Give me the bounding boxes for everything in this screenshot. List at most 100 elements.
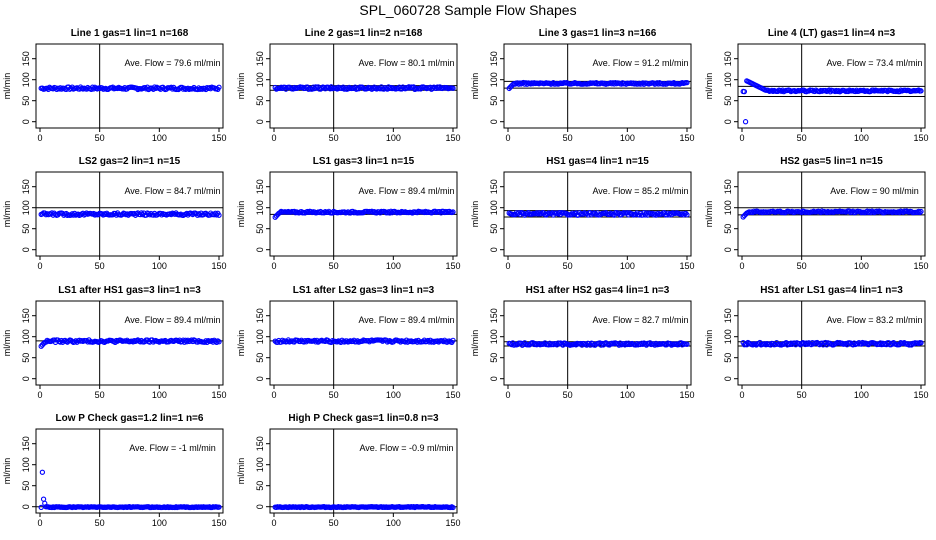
data-point [684,79,690,86]
data-point [421,209,428,216]
plot-frame [737,300,926,386]
data-point [370,85,376,92]
data-points [740,208,924,220]
chart-panel: Line 4 (LT) gas=1 lin=4 n=3 0 50 100 150 0 50 1… [704,28,929,143]
data-point [839,340,845,346]
average-flow-annotation: Ave. Flow = 89.4 ml/min [358,186,454,196]
data-point [553,341,559,347]
x-tick-label: 100 [386,133,401,143]
data-point [855,341,861,347]
y-axis-label: ml/min [236,201,246,228]
y-axis-label: ml/min [470,330,480,357]
data-point [39,469,46,475]
chart-panel: Low P Check gas=1.2 lin=1 n=6 0 50 100 150 0 5… [2,413,227,528]
x-tick-label: 0 [37,261,42,271]
y-tick-label: 50 [489,224,499,234]
data-points [506,79,690,92]
y-axis-label: ml/min [236,458,246,485]
y-axis-label: ml/min [704,201,714,228]
panel-title: LS1 after LS2 gas=3 lin=1 n=3 [293,285,435,296]
x-tick-label: 0 [271,261,276,271]
data-point [216,504,222,510]
data-point [278,84,284,90]
y-tick-label: 100 [723,72,733,87]
data-point [436,85,442,91]
data-point [684,212,690,218]
data-point [624,341,630,348]
data-point [305,86,312,92]
y-tick-label: 100 [21,200,31,215]
figure-title: SPL_060728 Sample Flow Shapes [359,2,576,18]
data-point [185,337,191,343]
plot-frame [35,171,224,257]
y-tick-label: 100 [723,329,733,344]
data-point [640,80,646,86]
x-tick-label: 50 [329,261,339,271]
data-points [272,84,456,92]
x-tick-label: 150 [211,133,226,143]
y-tick-label: 150 [255,436,265,451]
data-point [787,87,793,94]
x-tick-label: 50 [563,261,573,271]
data-points [506,340,690,348]
data-point [788,340,794,346]
data-point [99,211,105,217]
data-point [852,88,859,95]
data-point [44,85,50,91]
data-point [353,339,359,345]
data-point [40,496,47,502]
data-point [97,339,103,345]
data-point [532,340,539,347]
chart-panel: Line 3 gas=1 lin=3 n=166 0 50 100 150 0 50 100 1… [470,28,695,143]
plot-frame [35,43,224,129]
y-axis-label: ml/min [236,330,246,357]
x-tick-label: 150 [211,390,226,400]
y-tick-label: 100 [21,329,31,344]
data-points [38,469,222,511]
y-tick-label: 100 [255,457,265,472]
chart-panel: Line 1 gas=1 lin=1 n=168 0 50 100 150 0 50 100 1… [2,28,227,143]
average-flow-annotation: Ave. Flow = 80.1 ml/min [358,58,454,68]
panel-title: Line 4 (LT) gas=1 lin=4 n=3 [768,28,896,39]
data-points [38,210,222,219]
data-point [524,81,530,87]
data-point [684,341,690,347]
y-tick-label: 100 [21,457,31,472]
data-points [740,78,924,125]
data-point [339,85,345,92]
data-point [432,208,438,214]
data-point [524,211,530,217]
x-tick-label: 150 [679,390,694,400]
y-axis-label: ml/min [704,73,714,100]
data-point [168,211,174,218]
data-points [272,208,456,220]
y-tick-label: 0 [489,376,499,381]
x-tick-label: 100 [620,261,635,271]
x-tick-label: 150 [913,261,928,271]
data-point [321,84,327,91]
data-point [341,86,348,92]
plot-frame [269,428,458,514]
x-tick-label: 100 [152,261,167,271]
data-point [50,86,56,92]
data-points [38,337,222,349]
y-axis-label: ml/min [704,330,714,357]
data-point [406,84,412,90]
x-tick-label: 0 [739,390,744,400]
x-tick-label: 150 [913,133,928,143]
y-tick-label: 0 [255,119,265,124]
data-point [437,209,443,215]
data-points [38,84,222,93]
x-tick-label: 150 [445,518,460,528]
x-tick-label: 50 [95,390,105,400]
x-tick-label: 0 [37,518,42,528]
data-points [272,504,456,511]
x-tick-label: 100 [152,390,167,400]
y-tick-label: 50 [255,481,265,491]
data-point [396,338,402,344]
data-point [344,338,350,344]
panel-grid: Line 1 gas=1 lin=1 n=168 0 50 100 150 0 50 100 1… [2,28,929,528]
average-flow-annotation: Ave. Flow = 73.4 ml/min [826,58,922,68]
plot-frame [503,43,692,129]
data-point [119,211,125,218]
